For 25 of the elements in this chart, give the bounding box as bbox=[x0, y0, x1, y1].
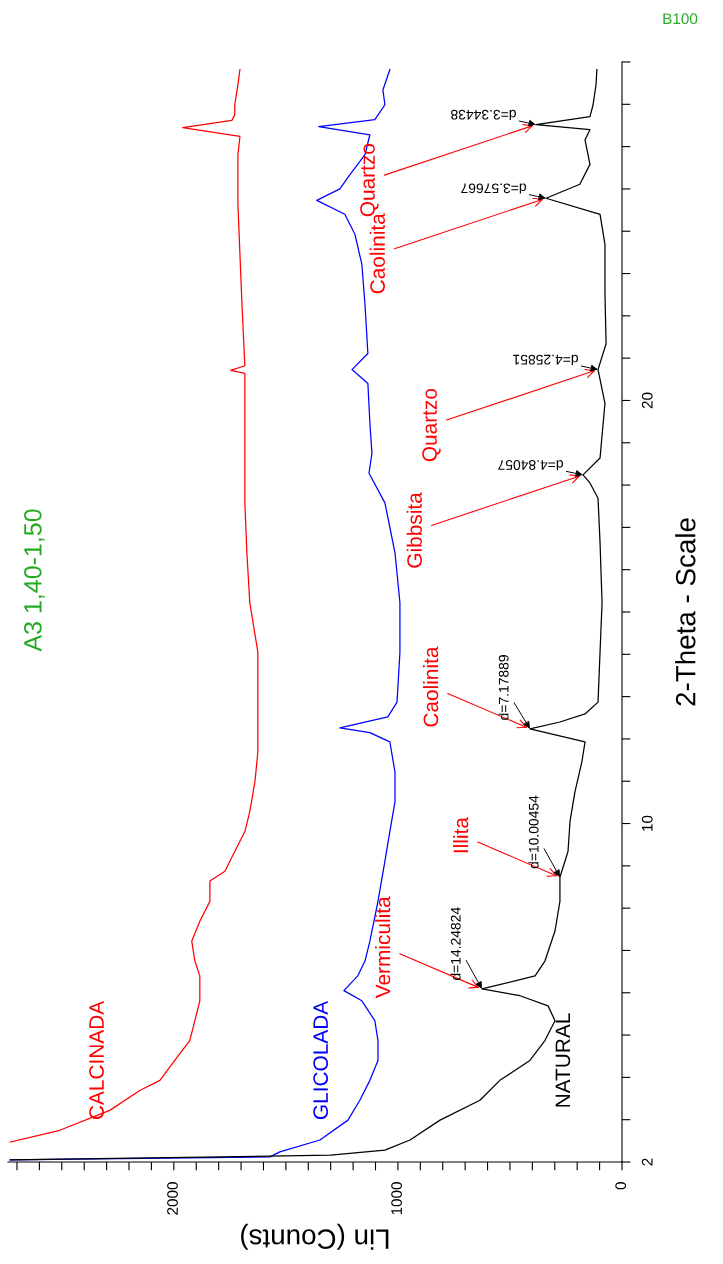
annotation: d=4.84057 bbox=[498, 460, 563, 471]
text: B100 bbox=[663, 13, 698, 25]
x-axis-title: Lin (Counts) bbox=[241, 1223, 389, 1250]
y-tick-label: 10 bbox=[641, 815, 653, 831]
annotation: d=7.17889 bbox=[498, 655, 509, 720]
annotation: Quartzo bbox=[422, 388, 441, 462]
x-tick-label: 1000 bbox=[391, 1182, 403, 1215]
text: NATURAL bbox=[555, 1013, 571, 1107]
x-tick-label: 2000 bbox=[167, 1182, 178, 1215]
annotation: Illita bbox=[453, 817, 469, 853]
x-tick-label: 0 bbox=[615, 1182, 627, 1190]
annotation: d=10.00454 bbox=[528, 795, 539, 869]
annotation: d=3.57667 bbox=[461, 183, 527, 194]
text: CALCINADA bbox=[89, 1000, 104, 1120]
text: A3 1,40-1,50 bbox=[24, 509, 45, 652]
text: GLICOLADA bbox=[313, 1000, 329, 1120]
annotation: Gibbsita bbox=[406, 492, 422, 568]
y-axis-title: 2-Theta - Scale bbox=[675, 518, 696, 706]
y-tick-label: 2 bbox=[641, 1158, 653, 1166]
annotation: d=3.34438 bbox=[451, 109, 516, 120]
annotation: Caolinita bbox=[422, 646, 439, 727]
annotation: d=14.24824 bbox=[450, 907, 461, 981]
y-tick-label: 20 bbox=[641, 392, 653, 409]
annotation: d=4.25851 bbox=[513, 354, 578, 365]
annotation: Vermiculita bbox=[375, 896, 391, 999]
